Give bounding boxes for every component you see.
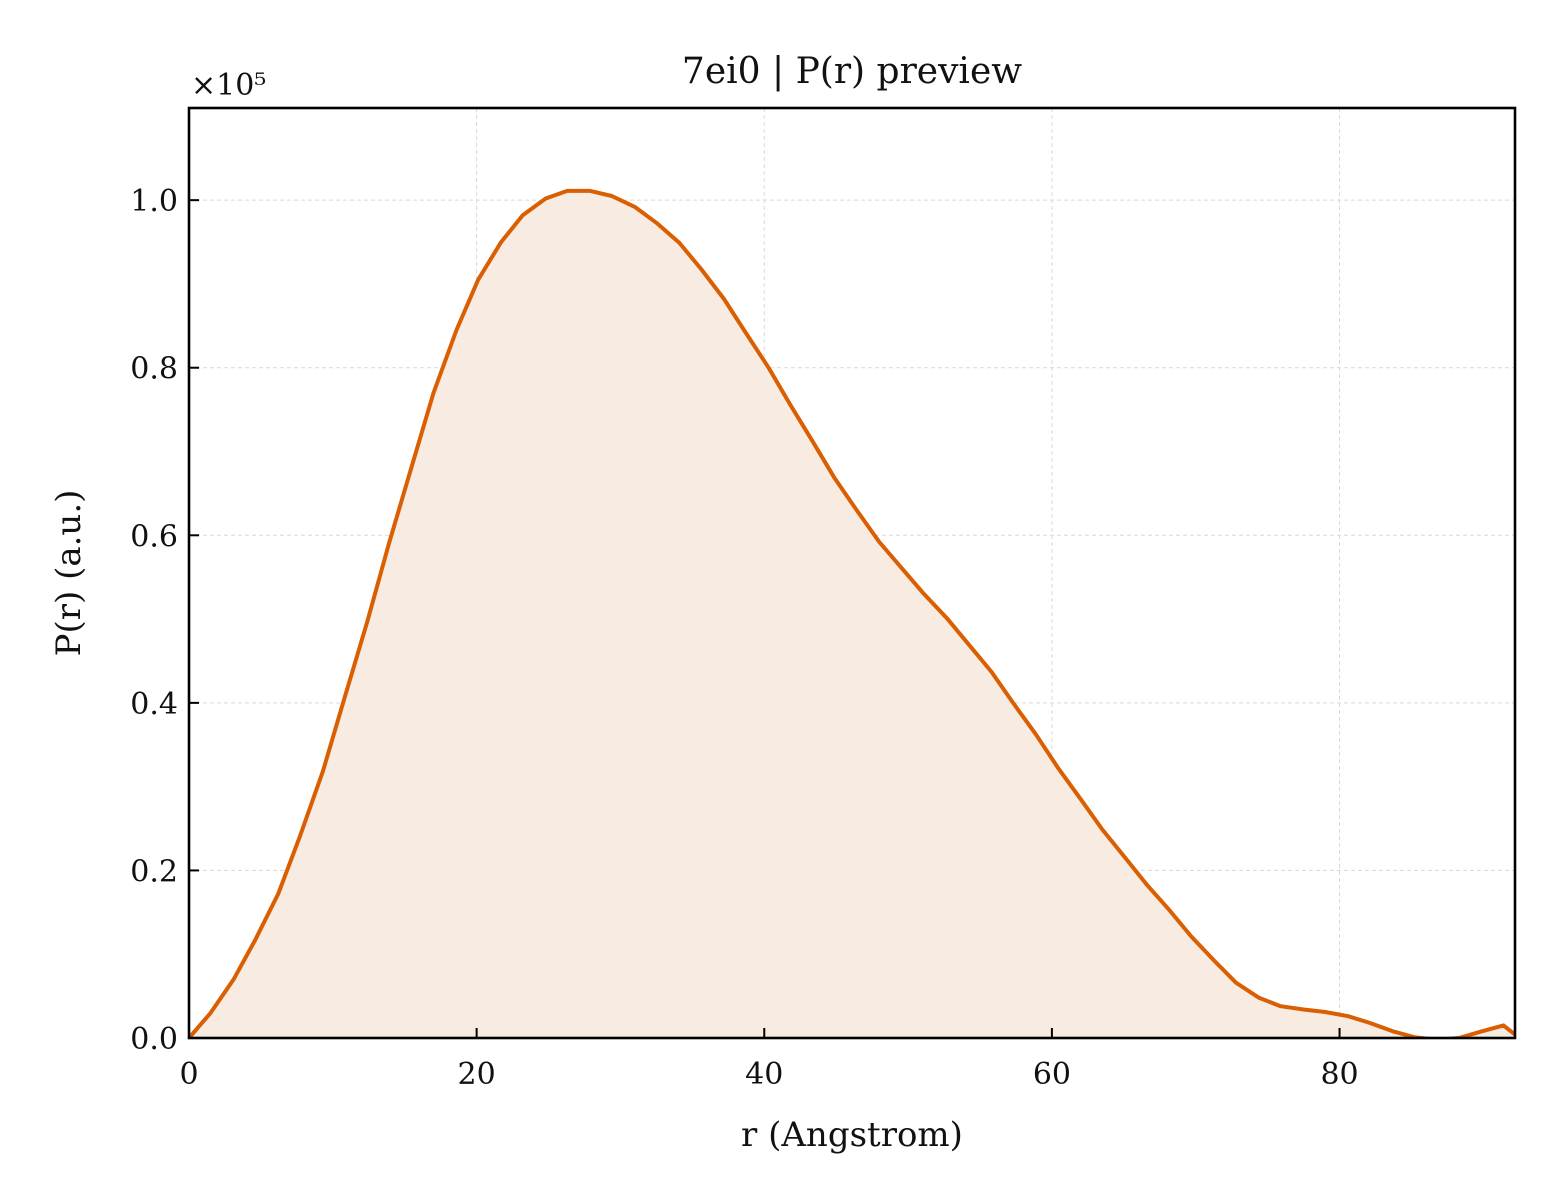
y-tick-label: 0.8 [130, 352, 178, 387]
y-tick-label: 0.0 [130, 1022, 178, 1057]
x-tick-label: 0 [179, 1057, 198, 1092]
y-tick-label: 0.2 [130, 854, 178, 889]
y-tick-label: 0.6 [130, 519, 178, 554]
y-tick-label: 1.0 [130, 184, 178, 219]
series-line [189, 188, 1515, 1038]
x-tick-label: 60 [1033, 1057, 1071, 1092]
x-axis-label: r (Angstrom) [741, 1115, 963, 1155]
x-tick-label: 40 [745, 1057, 783, 1092]
chart-title: 7ei0 | P(r) preview [682, 51, 1022, 92]
x-tick-label: 20 [458, 1057, 496, 1092]
y-axis: 0.0 0.2 0.4 0.6 0.8 1.0 [130, 184, 199, 1057]
x-tick-label: 80 [1320, 1057, 1358, 1092]
y-offset-text: ×10⁵ [191, 68, 266, 103]
plot-frame [187, 106, 1517, 1040]
y-tick-label: 0.4 [130, 687, 178, 722]
area-fill [189, 190, 1515, 1038]
x-axis: 0 20 40 60 80 [179, 1028, 1359, 1092]
y-axis-label: P(r) (a.u.) [49, 490, 89, 657]
